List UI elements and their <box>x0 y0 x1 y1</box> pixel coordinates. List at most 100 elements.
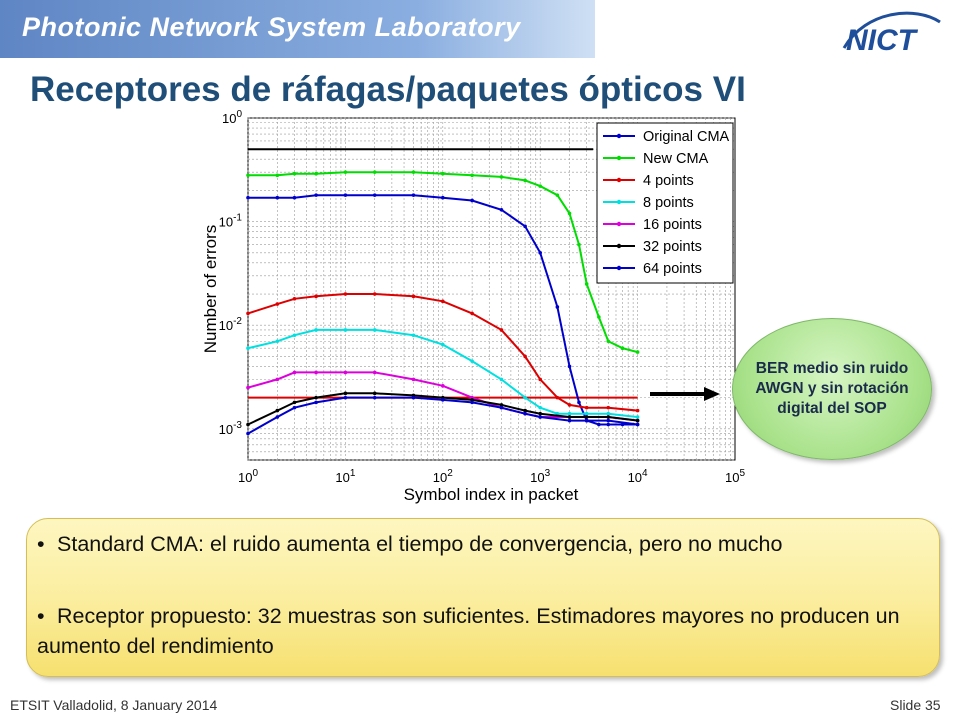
x-tick-label: 102 <box>433 468 453 485</box>
legend-marker <box>616 243 622 249</box>
data-point <box>606 422 611 427</box>
data-point <box>372 370 377 375</box>
y-tick-labels: 100 10-1 10-2 10-3 <box>219 109 243 437</box>
data-point <box>275 408 280 413</box>
legend-label: New CMA <box>643 151 709 167</box>
note-item: • Standard CMA: el ruido aumenta el tiemp… <box>37 529 922 559</box>
data-point <box>343 395 348 400</box>
legend-label: 4 points <box>643 173 694 189</box>
data-point <box>523 354 527 359</box>
data-point <box>577 242 581 247</box>
series-line <box>247 392 638 426</box>
data-point <box>567 364 572 369</box>
data-point <box>246 195 250 200</box>
data-point <box>372 391 377 396</box>
series-line <box>248 171 638 354</box>
data-point <box>343 170 348 174</box>
data-point <box>470 400 474 405</box>
data-point <box>584 418 589 423</box>
data-point <box>538 405 542 410</box>
data-point <box>411 294 416 299</box>
data-point <box>343 328 348 332</box>
callout-text: BER medio sin ruido AWGN y sin rotación … <box>755 360 909 417</box>
data-point <box>620 346 625 350</box>
data-point <box>314 294 318 299</box>
data-point <box>470 198 474 203</box>
legend-label: 16 points <box>643 217 702 233</box>
data-point <box>411 193 416 197</box>
data-point <box>523 395 527 400</box>
legend: Original CMA New CMA 4 points 8 points 16 po… <box>596 122 734 284</box>
data-point <box>246 311 250 316</box>
note-item: • Receptor propuesto: 32 muestras son suf… <box>37 601 922 661</box>
series-lines <box>246 170 640 436</box>
data-point <box>584 411 589 416</box>
note-text: Standard CMA: el ruido aumenta el tiempo… <box>57 532 783 556</box>
lab-title: Photonic Network System Laboratory <box>22 12 521 42</box>
data-point <box>411 333 416 338</box>
data-point <box>635 408 640 413</box>
data-point <box>499 377 504 382</box>
x-axis-label: Symbol index in packet <box>404 485 579 504</box>
y-tick-label: 10-3 <box>219 420 243 437</box>
data-point <box>314 328 318 332</box>
y-tick-label: 10-2 <box>219 316 243 333</box>
data-point <box>538 250 542 255</box>
data-point <box>411 377 416 382</box>
data-point <box>606 339 611 344</box>
series-line <box>247 396 638 435</box>
legend-label: Original CMA <box>643 129 730 145</box>
data-point <box>635 350 640 354</box>
data-point <box>246 385 250 390</box>
legend-marker <box>616 133 622 139</box>
data-point <box>523 224 527 229</box>
data-point <box>275 415 280 419</box>
logo-text: NICT <box>846 24 919 56</box>
data-point <box>538 377 542 382</box>
data-point <box>246 422 250 427</box>
data-point <box>246 431 250 436</box>
data-point <box>538 184 542 188</box>
notes-box: • Standard CMA: el ruido aumenta el tiemp… <box>26 518 940 677</box>
data-point <box>635 422 640 427</box>
data-point <box>555 193 560 197</box>
data-point <box>292 333 297 338</box>
data-point <box>470 359 474 363</box>
data-point <box>292 296 297 301</box>
data-point <box>606 411 611 416</box>
lab-title-band: Photonic Network System Laboratory <box>0 0 595 58</box>
data-point <box>597 422 601 427</box>
data-point <box>292 405 297 410</box>
data-point <box>372 328 377 332</box>
data-point <box>567 211 572 216</box>
data-point <box>567 415 572 419</box>
data-point <box>411 170 416 174</box>
data-point <box>499 403 504 407</box>
data-point <box>275 302 280 306</box>
y-tick-label: 10-1 <box>219 213 243 230</box>
data-point <box>343 391 348 396</box>
data-point <box>567 418 572 423</box>
note-text: Receptor propuesto: 32 muestras son sufi… <box>37 604 900 658</box>
legend-marker <box>616 177 622 183</box>
data-point <box>523 178 527 183</box>
data-point <box>314 400 318 405</box>
data-point <box>538 411 542 416</box>
data-point <box>567 403 572 407</box>
data-point <box>275 377 280 382</box>
data-point <box>275 173 280 178</box>
y-axis-label: Number of errors <box>201 225 220 353</box>
data-point <box>620 422 625 427</box>
x-tick-labels: 100 101 102 103 104 105 <box>238 468 745 485</box>
bullet-icon: • <box>37 604 45 628</box>
data-point <box>314 395 318 400</box>
series-line <box>248 194 638 426</box>
data-point <box>441 342 445 347</box>
x-tick-label: 104 <box>628 468 648 485</box>
legend-label: 64 points <box>643 261 702 277</box>
data-point <box>246 346 250 350</box>
x-tick-label: 103 <box>530 468 550 485</box>
data-point <box>597 315 601 319</box>
data-point <box>499 328 504 332</box>
data-point <box>372 193 377 197</box>
